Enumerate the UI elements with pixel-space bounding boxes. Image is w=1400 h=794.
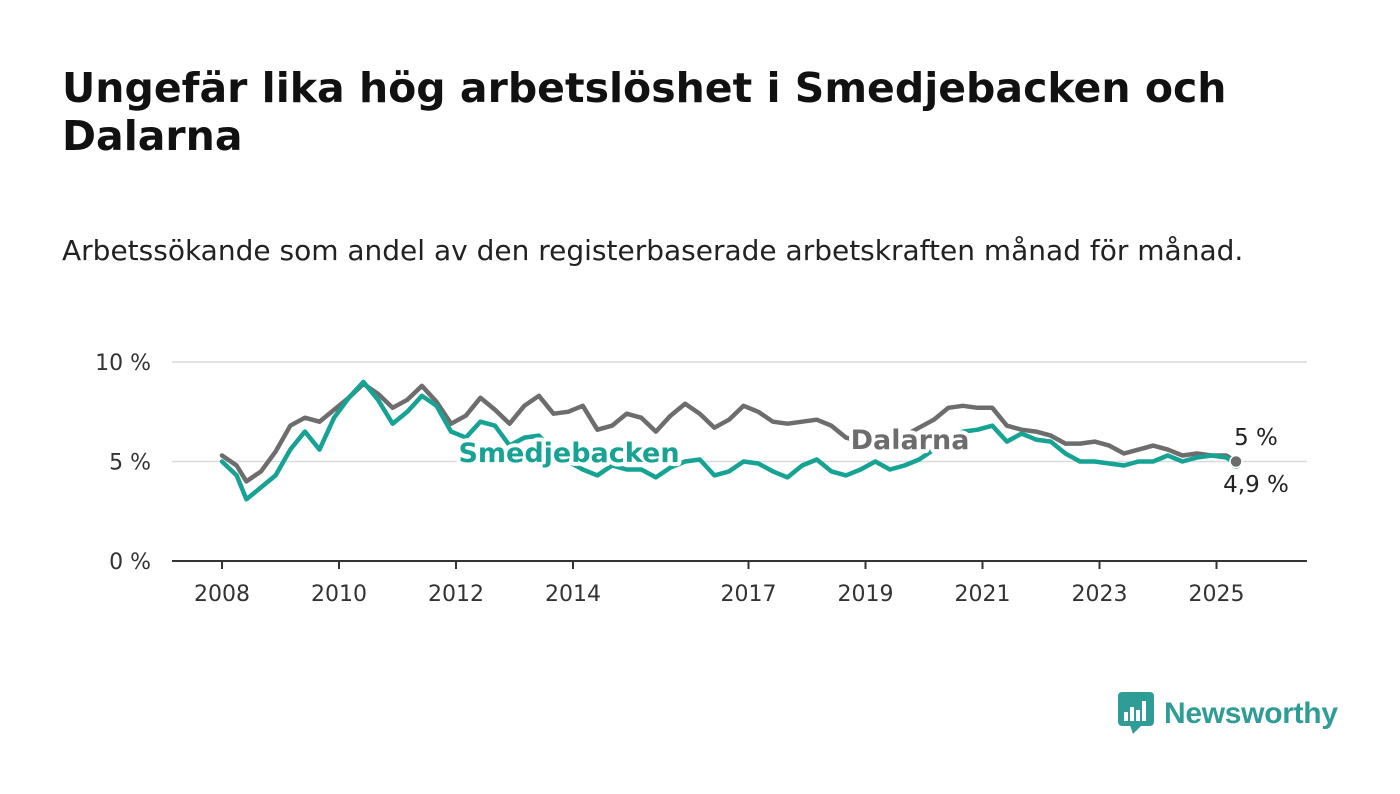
page-title: Ungefär lika hög arbetslöshet i Smedjeba… [62, 64, 1227, 160]
x-tick-label: 2019 [838, 582, 894, 607]
end-point-dalarna [1229, 454, 1243, 469]
brand-logo: Newsworthy [1118, 692, 1338, 736]
end-value-label-smedjebacken: 4,9 % [1223, 472, 1289, 498]
end-value-label-dalarna: 5 % [1234, 425, 1278, 451]
series-line-dalarna [219, 381, 1239, 484]
series-line-smedjebacken [219, 379, 1239, 502]
x-tick-label: 2021 [955, 582, 1011, 607]
y-tick-label: 10 % [95, 351, 151, 376]
series-label-smedjebacken: Smedjebacken [458, 438, 679, 469]
y-tick-label: 0 % [109, 550, 151, 575]
x-tick-label: 2010 [311, 582, 367, 607]
series-label-dalarna: Dalarna [851, 425, 970, 456]
x-tick-label: 2025 [1189, 582, 1245, 607]
x-tick-label: 2008 [194, 582, 250, 607]
x-tick-label: 2023 [1072, 582, 1128, 607]
x-tick-label: 2014 [545, 582, 601, 607]
brand-name: Newsworthy [1164, 697, 1338, 730]
x-tick-label: 2012 [428, 582, 484, 607]
y-tick-label: 5 % [109, 451, 151, 476]
newsworthy-icon [1118, 692, 1154, 734]
page-subtitle: Arbetssökande som andel av den registerb… [62, 234, 1244, 267]
x-tick-label: 2017 [721, 582, 777, 607]
